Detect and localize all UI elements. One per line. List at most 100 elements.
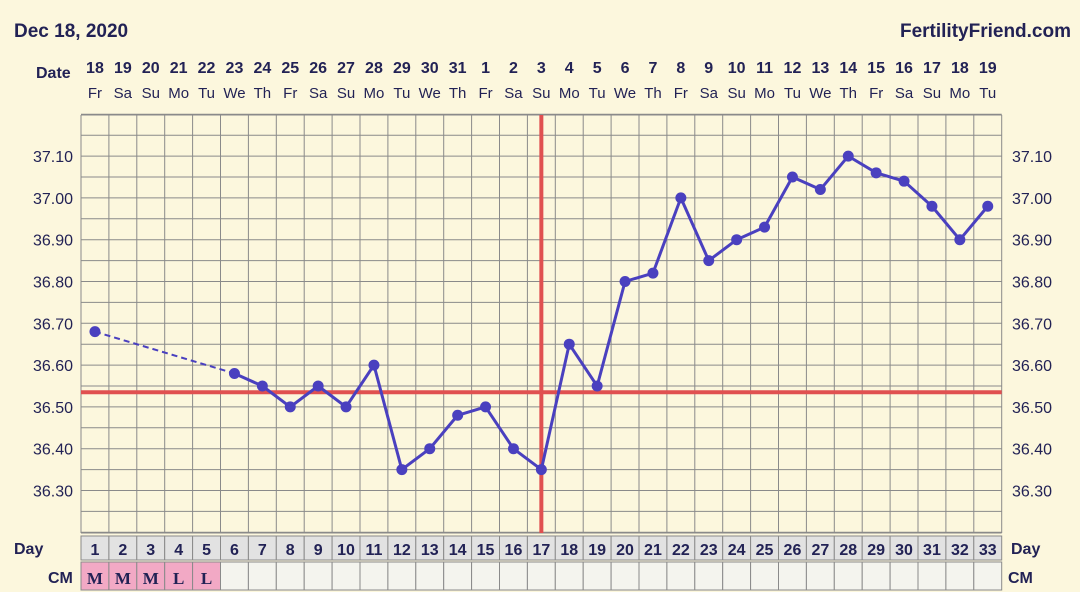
cm-cell: [610, 561, 640, 591]
temperature-point[interactable]: [507, 443, 519, 455]
date-label: 20: [142, 60, 160, 77]
date-label: 11: [756, 60, 773, 77]
temperature-point[interactable]: [563, 338, 575, 350]
cm-cell: [443, 561, 473, 591]
date-label: 15: [867, 60, 885, 77]
day-label: 20: [616, 542, 634, 559]
date-label: 24: [253, 60, 271, 77]
day-label: 7: [258, 542, 267, 559]
weekday-label: Fr: [283, 85, 297, 102]
day-label: 15: [477, 542, 495, 559]
temperature-point[interactable]: [647, 267, 659, 279]
temperature-point[interactable]: [982, 200, 994, 212]
y-tick-label-right: 36.60: [1012, 358, 1052, 375]
temperature-point[interactable]: [424, 443, 436, 455]
weekday-label: Su: [142, 85, 160, 102]
cm-row-label-left: CM: [48, 570, 73, 587]
day-cell: [192, 535, 222, 561]
day-label: 33: [979, 542, 997, 559]
temperature-point[interactable]: [675, 192, 687, 204]
weekday-label: Th: [254, 85, 272, 102]
day-cell: [387, 535, 417, 561]
day-label: 4: [174, 542, 183, 559]
day-cell: [917, 535, 947, 561]
cm-cell: [889, 561, 919, 591]
temperature-point[interactable]: [870, 167, 882, 179]
temperature-point[interactable]: [535, 464, 547, 476]
day-label: 3: [146, 542, 155, 559]
weekday-label: Su: [727, 85, 745, 102]
temperature-point[interactable]: [452, 409, 464, 421]
date-label: 17: [923, 60, 941, 77]
temperature-point[interactable]: [480, 401, 492, 413]
temperature-segment: [512, 447, 543, 471]
temperature-segment: [261, 384, 292, 409]
cm-cell: [331, 561, 361, 591]
temperature-point[interactable]: [312, 380, 324, 392]
temperature-point[interactable]: [284, 401, 296, 413]
weekday-label: We: [419, 85, 441, 102]
cm-cell: [471, 561, 501, 591]
date-label: 2: [509, 60, 518, 77]
temperature-point[interactable]: [619, 276, 631, 287]
date-label: 21: [170, 60, 188, 77]
date-row-label: Date: [36, 65, 71, 82]
date-label: 22: [198, 60, 216, 77]
date-label: 4: [565, 60, 574, 77]
temperature-segment: [903, 180, 933, 208]
temperature-segment: [568, 343, 599, 387]
day-label: 25: [756, 542, 774, 559]
temperature-point[interactable]: [396, 464, 408, 476]
temperature-segment: [289, 384, 320, 409]
temperature-point[interactable]: [954, 234, 966, 246]
cm-cell: [220, 561, 249, 591]
temperature-segment: [958, 205, 989, 241]
weekday-label: Fr: [674, 85, 688, 102]
weekday-label: Sa: [895, 85, 914, 102]
day-label: 14: [449, 542, 467, 559]
temperature-point[interactable]: [340, 401, 352, 413]
date-label: 30: [421, 60, 439, 77]
cm-cell: [805, 561, 835, 591]
temperature-segment: [595, 281, 627, 387]
cm-label: M: [143, 569, 159, 588]
temperature-point[interactable]: [814, 184, 826, 196]
cm-cell: [275, 561, 305, 591]
y-tick-label-right: 37.00: [1012, 191, 1052, 208]
chart-date: Dec 18, 2020: [14, 21, 128, 42]
cm-label: L: [201, 569, 212, 588]
weekday-label: We: [223, 85, 245, 102]
day-label: 11: [365, 542, 382, 559]
weekday-label: Th: [449, 85, 467, 102]
day-label: 24: [728, 542, 746, 559]
y-tick-label-left: 37.10: [33, 149, 73, 166]
temperature-point[interactable]: [786, 171, 798, 183]
temperature-segment: [344, 364, 376, 408]
day-cell: [861, 535, 891, 561]
weekday-label: Su: [532, 85, 550, 102]
y-tick-label-left: 36.50: [33, 400, 73, 417]
temperature-segment: [763, 176, 794, 228]
temperature-point[interactable]: [591, 380, 603, 392]
temperature-point[interactable]: [926, 200, 938, 212]
cm-cell: [973, 561, 1003, 591]
temperature-point[interactable]: [256, 380, 268, 392]
y-tick-label-left: 36.30: [33, 484, 73, 501]
temperature-point[interactable]: [759, 221, 771, 233]
temperature-point[interactable]: [703, 255, 715, 267]
date-label: 26: [309, 60, 327, 77]
temperature-point[interactable]: [842, 150, 854, 162]
temperature-point[interactable]: [368, 359, 380, 371]
temperature-point[interactable]: [898, 175, 910, 187]
y-tick-label-right: 36.90: [1012, 233, 1052, 250]
cm-cell: [387, 561, 417, 591]
temperature-point[interactable]: [228, 367, 240, 379]
day-label: 12: [393, 542, 411, 559]
brand-link[interactable]: FertilityFriend.com: [900, 21, 1071, 42]
temperature-point[interactable]: [89, 326, 101, 338]
day-label: 21: [644, 542, 662, 559]
day-label: 22: [672, 542, 690, 559]
temperature-point[interactable]: [731, 234, 743, 246]
day-label: 17: [532, 542, 550, 559]
date-label: 1: [481, 60, 490, 77]
